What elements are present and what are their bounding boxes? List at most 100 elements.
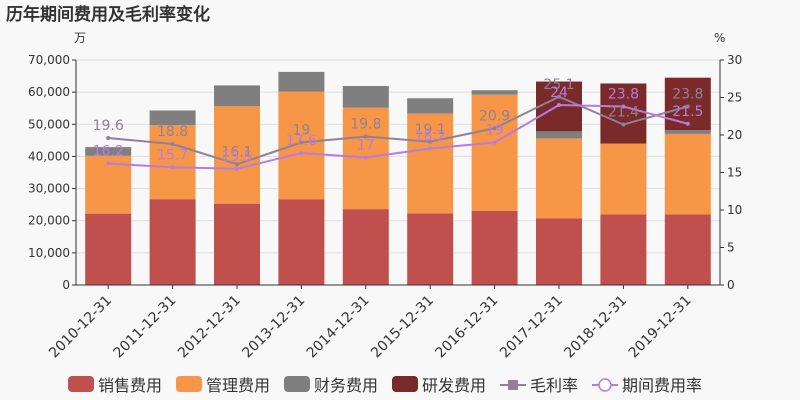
left-tick-label: 10,000 (28, 246, 70, 260)
line-value-label: 17.6 (286, 133, 317, 149)
line-point (363, 155, 368, 160)
bar-segment (85, 213, 132, 285)
legend-marker (508, 380, 518, 390)
x-tick-label: 2011-12-31 (111, 293, 180, 362)
right-tick-label: 5 (727, 241, 735, 255)
line-value-label: 19 (292, 123, 310, 139)
left-tick-label: 30,000 (28, 182, 70, 196)
bar-segment (471, 210, 518, 285)
line-value-label: 21.4 (608, 105, 639, 121)
legend-label: 财务费用 (314, 376, 378, 395)
line-value-label: 25.1 (543, 77, 574, 93)
legend-item[interactable]: 销售费用 (68, 376, 162, 395)
bar-segment (214, 203, 260, 285)
line-point (621, 122, 626, 127)
legend-item[interactable]: 管理费用 (176, 376, 270, 395)
legend[interactable]: 销售费用 管理费用 财务费用 研发费用 毛利率 期间费用率 (68, 376, 702, 395)
line-value-label: 23.8 (608, 87, 639, 103)
line-point (492, 126, 497, 131)
right-tick-label: 25 (727, 91, 742, 105)
legend-item[interactable]: 研发费用 (392, 376, 486, 395)
line-point (106, 136, 111, 140)
legend-swatch (176, 376, 202, 392)
line-point (299, 140, 304, 145)
bar-segment (664, 133, 711, 215)
bar-segment (278, 71, 325, 92)
line-value-label: 21.5 (672, 104, 703, 120)
line-point (492, 140, 497, 145)
bar-segment (85, 147, 132, 156)
legend-item[interactable]: 财务费用 (284, 376, 378, 395)
line-series (108, 103, 689, 170)
x-tick-label: 2013-12-31 (239, 293, 308, 362)
legend-label: 销售费用 (98, 376, 162, 395)
x-tick-label: 2019-12-31 (626, 293, 695, 362)
bar-segment (536, 218, 582, 285)
line-point (235, 166, 239, 171)
legend-item[interactable]: 毛利率 (500, 376, 578, 395)
bar-segment (664, 130, 711, 134)
right-tick-label: 30 (727, 53, 742, 67)
line-point (557, 103, 561, 107)
left-tick-label: 70,000 (28, 53, 70, 67)
bar-segment (342, 209, 389, 285)
right-tick-label: 15 (727, 166, 742, 180)
right-tick-label: 0 (727, 278, 735, 292)
bar-segment (664, 214, 711, 285)
left-tick-label: 50,000 (28, 117, 70, 131)
legend-swatch (284, 376, 310, 392)
line-point (299, 151, 304, 155)
line-value-label: 18.8 (157, 124, 188, 140)
x-tick-label: 2012-12-31 (175, 293, 244, 362)
line-series (108, 95, 689, 166)
bar-segment (149, 125, 196, 200)
right-axis-unit: % (714, 31, 725, 45)
line-value-label: 24 (550, 85, 568, 101)
line-value-label: 23.8 (672, 87, 703, 103)
legend-swatch (392, 376, 418, 392)
x-tick-label: 2017-12-31 (497, 293, 566, 362)
line-value-label: 16.2 (93, 144, 124, 160)
legend-marker (598, 378, 612, 392)
bar-segment (600, 83, 647, 144)
x-tick-label: 2015-12-31 (368, 293, 437, 362)
line-value-label: 20.9 (479, 108, 510, 124)
line-value-label: 19 (486, 123, 504, 139)
line-value-label: 19.8 (350, 117, 381, 133)
bar-segment (471, 90, 518, 95)
left-tick-label: 0 (62, 278, 70, 292)
line-point (685, 121, 690, 126)
x-tick-label: 2016-12-31 (433, 293, 502, 362)
lines (106, 94, 690, 171)
bar-segment (407, 213, 454, 285)
bar-segment (471, 94, 518, 211)
line-point (106, 161, 111, 166)
bar-segment (149, 110, 196, 126)
legend-label: 期间费用率 (622, 376, 702, 395)
bar-segment (536, 138, 582, 219)
x-tick-label: 2010-12-31 (46, 293, 115, 362)
x-tick-label: 2014-12-31 (304, 293, 373, 362)
line-point (685, 104, 690, 109)
bar-segment (600, 143, 647, 215)
bar-segment (407, 113, 454, 214)
bar-segment (342, 86, 389, 108)
line-point (170, 142, 175, 146)
line-point (557, 94, 561, 99)
chart-title: 历年期间费用及毛利率变化 (6, 4, 210, 25)
legend-label: 管理费用 (206, 376, 270, 395)
bar-segment (278, 199, 325, 285)
line-point (428, 139, 433, 144)
line-point (170, 165, 175, 170)
line-value-label: 15.7 (157, 147, 188, 163)
right-tick-label: 10 (727, 203, 742, 217)
bar-segment (536, 131, 582, 139)
line-value-label: 19.6 (93, 118, 124, 134)
legend-item[interactable]: 期间费用率 (592, 376, 702, 395)
left-axis-unit: 万 (74, 31, 86, 45)
x-tick-label: 2018-12-31 (561, 293, 630, 362)
left-tick-label: 40,000 (28, 149, 70, 163)
line-point (363, 134, 368, 139)
bars (85, 71, 711, 285)
